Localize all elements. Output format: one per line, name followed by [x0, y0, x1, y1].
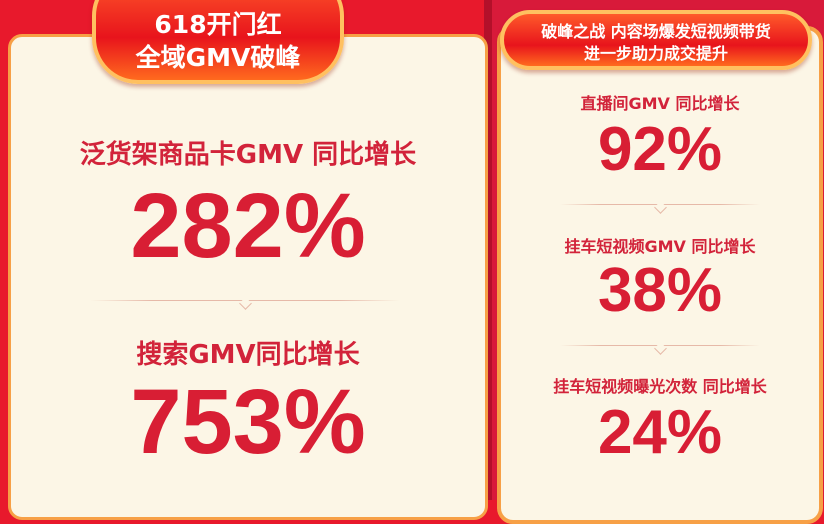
left-title-line-1: 618开门红 — [154, 10, 282, 39]
panel-separator — [484, 0, 492, 500]
stat-label: 挂车短视频GMV 同比增长 — [564, 237, 756, 256]
stat-label: 泛货架商品卡GMV 同比增长 — [79, 140, 417, 170]
left-title-line-2: 全域GMV破峰 — [135, 43, 301, 72]
stat-value: 92% — [597, 115, 723, 184]
divider — [560, 204, 760, 205]
stat-label: 搜索GMV同比增长 — [136, 340, 360, 370]
right-title-banner: 破峰之战 内容场爆发短视频带货 进一步助力成交提升 — [500, 10, 812, 70]
right-title-line-2: 进一步助力成交提升 — [583, 44, 728, 63]
stat-label: 挂车短视频曝光次数 同比增长 — [553, 377, 767, 396]
stat-label: 直播间GMV 同比增长 — [580, 94, 740, 113]
stat-value: 24% — [597, 398, 723, 467]
stat-value: 38% — [597, 256, 723, 325]
right-card — [497, 26, 823, 524]
stat-value: 753% — [130, 371, 366, 473]
divider — [560, 345, 760, 346]
left-title-banner: 618开门红 全域GMV破峰 — [92, 0, 344, 84]
stat-value: 282% — [130, 175, 366, 277]
right-title-line-1: 破峰之战 内容场爆发短视频带货 — [541, 22, 771, 41]
divider — [90, 300, 400, 301]
